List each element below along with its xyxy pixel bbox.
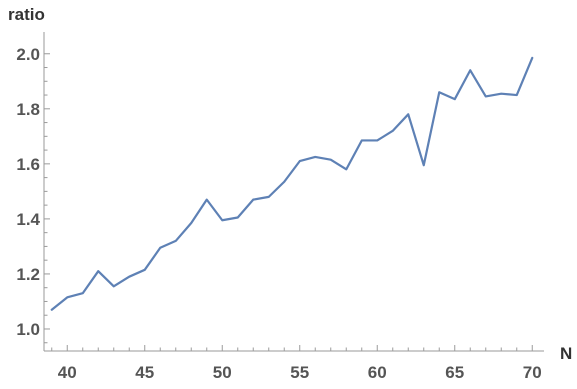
series-group bbox=[50, 56, 534, 311]
y-axis-title: ratio bbox=[8, 5, 45, 24]
axes bbox=[43, 32, 544, 352]
y-tick-label: 1.4 bbox=[16, 210, 40, 229]
x-axis-title: N bbox=[560, 344, 572, 363]
x-tick-label: 45 bbox=[135, 363, 154, 382]
y-tick-label: 1.0 bbox=[16, 320, 40, 339]
tick-labels: 40 45 50 55 60 65 70 1.0 1.2 1.4 1.6 1.8 2.0 bbox=[16, 45, 541, 382]
x-tick-label: 65 bbox=[445, 363, 464, 382]
series-line bbox=[50, 56, 534, 311]
x-tick-label: 55 bbox=[290, 363, 309, 382]
y-tick-label: 1.8 bbox=[16, 100, 40, 119]
x-tick-label: 50 bbox=[213, 363, 232, 382]
y-tick-label: 1.6 bbox=[16, 155, 40, 174]
y-tick-label: 1.2 bbox=[16, 265, 40, 284]
ticks bbox=[44, 53, 533, 351]
x-tick-label: 40 bbox=[58, 363, 77, 382]
y-tick-label: 2.0 bbox=[16, 45, 40, 64]
x-tick-label: 60 bbox=[368, 363, 387, 382]
x-tick-label: 70 bbox=[523, 363, 542, 382]
